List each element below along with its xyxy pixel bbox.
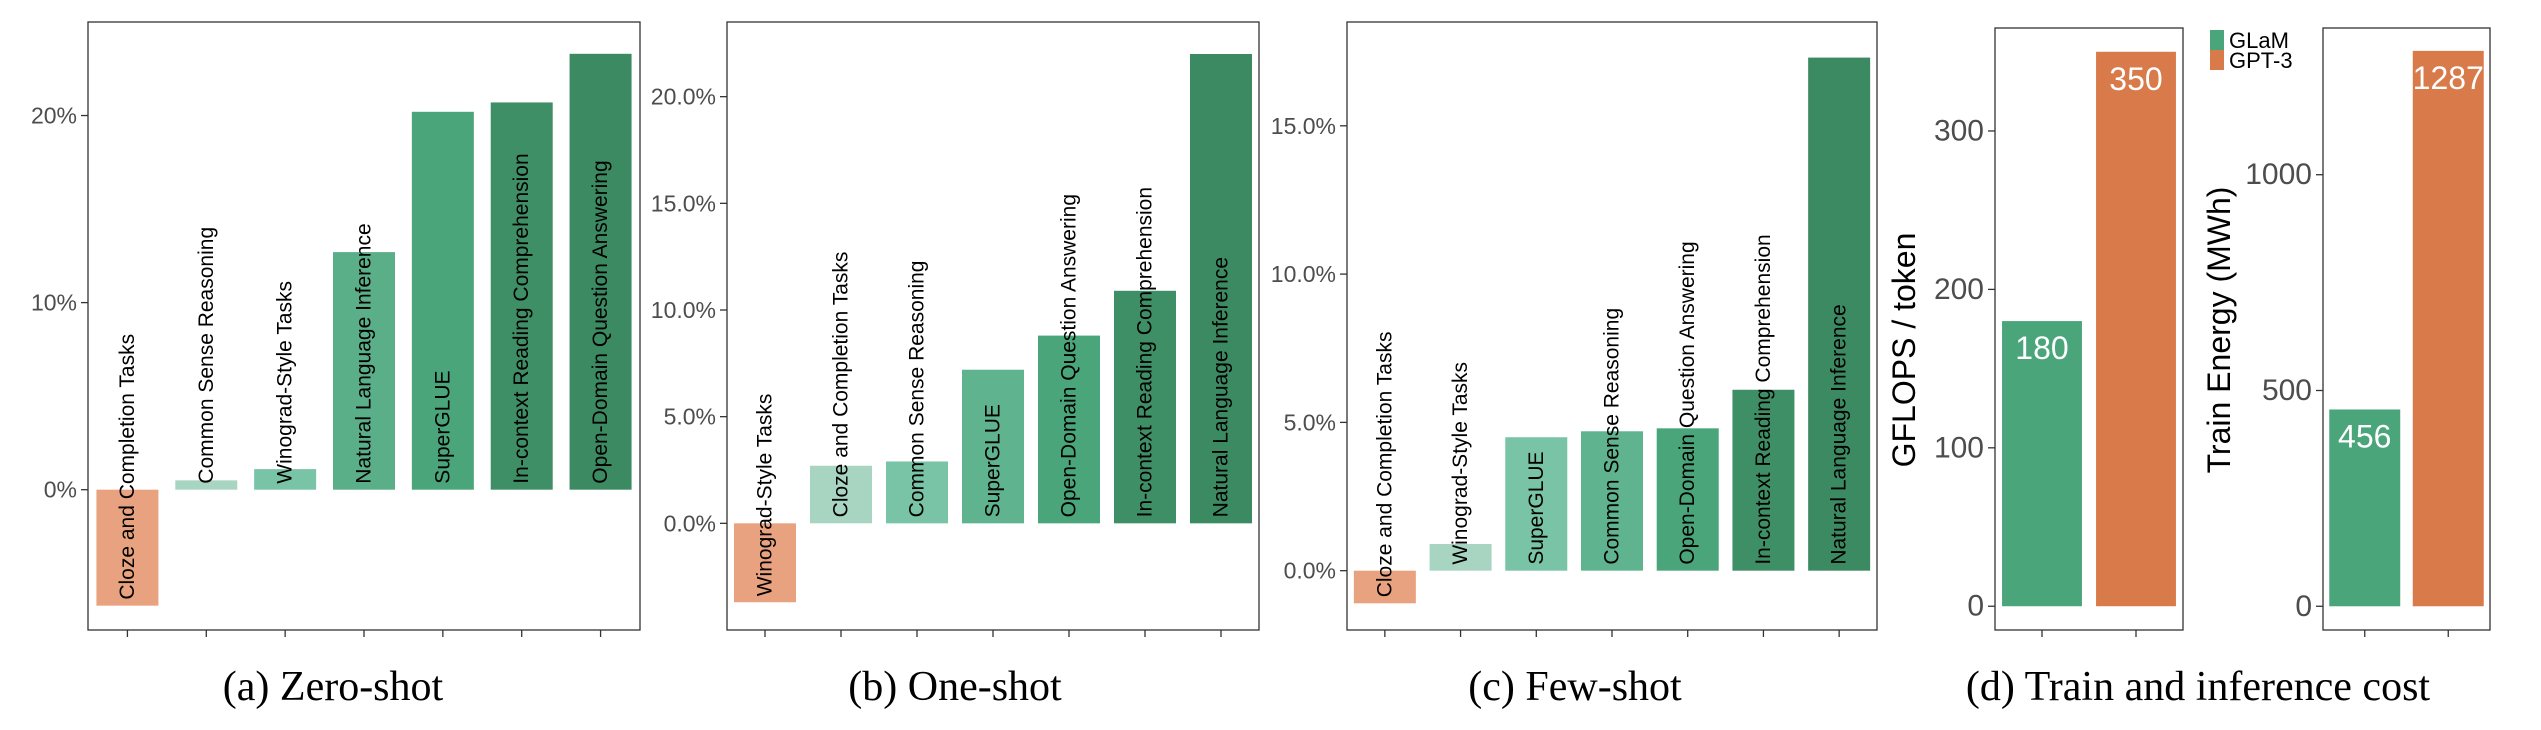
legend: GLaM GPT-3 xyxy=(2210,28,2293,73)
zero-category-label: Common Sense Reasoning xyxy=(195,227,218,484)
one-bar-winograd-style-tasks xyxy=(734,523,796,603)
few-bar-cloze-and-completion-tasks xyxy=(1353,570,1416,604)
few-bar-natural-language-inference xyxy=(1808,57,1871,571)
few-ytick-label: 15.0% xyxy=(1271,113,1336,139)
caption-cost: (d) Train and inference cost xyxy=(1966,664,2431,710)
gflops-ylabel: GFLOPS / token xyxy=(1886,233,1922,468)
zero-bar-in-context-reading-comprehension xyxy=(490,102,553,490)
panel-gflops: 0 100 200 300 180 350 xyxy=(1934,27,2184,637)
few-ytick-label: 0.0% xyxy=(1284,558,1336,584)
few-ytick-label: 10.0% xyxy=(1271,261,1336,287)
gflops-value-label: 350 xyxy=(2109,61,2162,97)
few-category-label: Cloze and Completion Tasks xyxy=(1373,332,1396,598)
one-ytick-label: 0.0% xyxy=(664,510,716,536)
one-category-label: Common Sense Reasoning xyxy=(906,261,929,518)
zero-category-label: Winograd-Style Tasks xyxy=(274,281,297,484)
one-category-label: Natural Language Inference xyxy=(1210,257,1233,517)
legend-label-glam: GLaM xyxy=(2229,28,2289,53)
one-category-label: In-context Reading Comprehension xyxy=(1134,187,1157,517)
energy-value-label: 456 xyxy=(2338,418,2391,454)
gflops-ytick-label: 200 xyxy=(1934,273,1984,306)
energy-value-label: 1287 xyxy=(2413,60,2484,96)
energy-ylabel: Train Energy (MWh) xyxy=(2201,187,2237,474)
legend-swatch-glam xyxy=(2210,30,2224,50)
one-category-label: Cloze and Completion Tasks xyxy=(830,252,853,518)
gflops-ytick-label: 300 xyxy=(1934,114,1984,147)
gflops-value-label: 180 xyxy=(2015,330,2068,366)
zero-ytick-label: 0% xyxy=(44,477,77,503)
one-bar-superglue xyxy=(962,369,1024,524)
one-bar-open-domain-question-answering xyxy=(1038,335,1100,524)
one-bar-cloze-and-completion-tasks xyxy=(810,465,872,524)
one-bar-common-sense-reasoning xyxy=(886,461,948,524)
few-category-label: Open-Domain Question Answering xyxy=(1676,241,1699,564)
zero-ytick-label: 10% xyxy=(31,290,77,316)
few-ytick-label: 5.0% xyxy=(1284,409,1336,435)
few-bar-superglue xyxy=(1505,437,1568,571)
caption-few-shot: (c) Few-shot xyxy=(1468,664,1682,710)
few-category-label: Winograd-Style Tasks xyxy=(1449,362,1472,565)
one-bar-in-context-reading-comprehension xyxy=(1114,290,1176,524)
gflops-ytick-label: 100 xyxy=(1934,431,1984,464)
caption-zero-shot: (a) Zero-shot xyxy=(223,664,444,710)
few-bar-in-context-reading-comprehension xyxy=(1732,389,1795,571)
few-category-label: SuperGLUE xyxy=(1525,451,1548,564)
gflops-ytick-label: 0 xyxy=(1967,590,1984,623)
zero-category-label: Natural Language Inference xyxy=(353,223,376,483)
energy-bar-gpt-3 xyxy=(2412,50,2484,607)
one-category-label: SuperGLUE xyxy=(982,404,1005,517)
zero-category-label: Open-Domain Question Answering xyxy=(589,160,612,483)
energy-ytick-label: 0 xyxy=(2295,590,2312,623)
one-ytick-label: 20.0% xyxy=(651,84,716,110)
energy-ytick-label: 1000 xyxy=(2245,158,2312,191)
one-ytick-label: 5.0% xyxy=(664,404,716,430)
caption-one-shot: (b) One-shot xyxy=(848,664,1062,710)
panel-few: 0.0% 5.0% 10.0% 15.0% Cloze and Completion T… xyxy=(1271,21,1878,637)
zero-bar-cloze-and-completion-tasks xyxy=(96,489,159,606)
few-category-label: Common Sense Reasoning xyxy=(1601,308,1624,565)
energy-ytick-label: 500 xyxy=(2262,374,2312,407)
panel-one: 0.0% 5.0% 10.0% 15.0% 20.0% Winograd-Style Ta… xyxy=(651,21,1260,637)
zero-category-label: In-context Reading Comprehension xyxy=(510,153,533,483)
gflops-bar-gpt-3 xyxy=(2096,51,2176,607)
energy-plot-frame xyxy=(2322,27,2491,631)
zero-bar-winograd-style-tasks xyxy=(254,469,317,490)
one-category-label: Winograd-Style Tasks xyxy=(754,394,777,597)
zero-bar-common-sense-reasoning xyxy=(175,480,238,490)
one-ytick-label: 10.0% xyxy=(651,297,716,323)
panel-zero: 0% 10% 20% Cloze and Completion Tasks Common… xyxy=(31,21,641,637)
few-bar-winograd-style-tasks xyxy=(1429,543,1492,571)
few-category-label: Natural Language Inference xyxy=(1828,304,1851,564)
panel-energy: 0 500 1000 456 1287 xyxy=(2245,27,2491,637)
energy-bar-glam xyxy=(2329,409,2401,607)
one-category-label: Open-Domain Question Answering xyxy=(1058,194,1081,517)
legend-swatch-gpt3 xyxy=(2210,50,2224,70)
few-bar-common-sense-reasoning xyxy=(1581,431,1643,571)
gflops-plot-frame xyxy=(1994,27,2184,631)
zero-bar-natural-language-inference xyxy=(333,252,395,490)
few-category-label: In-context Reading Comprehension xyxy=(1752,234,1775,564)
zero-bar-open-domain-question-answering xyxy=(569,53,632,490)
gflops-bar-glam xyxy=(2002,321,2082,607)
zero-ytick-label: 20% xyxy=(31,103,77,129)
zero-bar-superglue xyxy=(411,111,474,490)
zero-category-label: SuperGLUE xyxy=(431,370,454,483)
one-plot-frame xyxy=(726,21,1260,631)
zero-category-label: Cloze and Completion Tasks xyxy=(116,334,139,600)
one-bar-natural-language-inference xyxy=(1190,54,1252,524)
few-bar-open-domain-question-answering xyxy=(1656,428,1719,571)
one-ytick-label: 15.0% xyxy=(651,190,716,216)
legend-label-gpt3: GPT-3 xyxy=(2229,48,2293,73)
plots: 0% 10% 20% Cloze and Completion Tasks Common… xyxy=(31,21,2491,637)
